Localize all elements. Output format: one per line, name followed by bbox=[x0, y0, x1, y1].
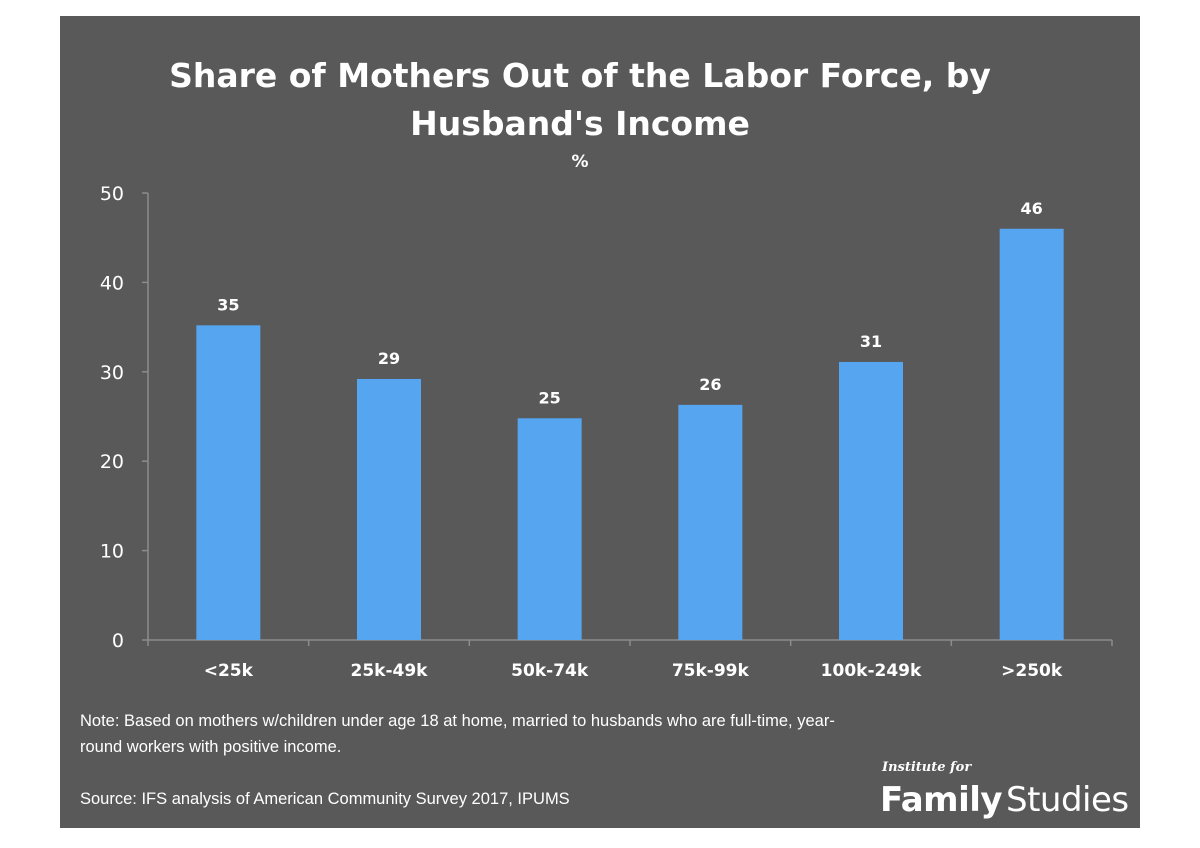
y-tick-label: 50 bbox=[100, 183, 124, 205]
chart-title-line1: Share of Mothers Out of the Labor Force,… bbox=[169, 56, 991, 95]
x-category-label: 100k-249k bbox=[821, 661, 922, 681]
bar-5 bbox=[999, 228, 1064, 640]
y-tick-label: 10 bbox=[100, 541, 124, 563]
data-label: 35 bbox=[217, 295, 239, 314]
chart-title-line2: Husband's Income bbox=[410, 104, 750, 143]
bar-1 bbox=[357, 378, 421, 640]
y-axis-unit-label: % bbox=[571, 152, 589, 172]
x-category-label: 75k-99k bbox=[672, 661, 750, 681]
y-tick-label: 30 bbox=[100, 362, 124, 384]
x-category-label: 25k-49k bbox=[351, 661, 429, 681]
logo-studies-text: Studies bbox=[1006, 780, 1129, 820]
logo-small-text: Institute for bbox=[882, 760, 972, 775]
x-category-label: >250k bbox=[1001, 661, 1063, 681]
institute-for-family-studies-logo: Institute for Family Studies bbox=[880, 760, 1140, 828]
data-label: 29 bbox=[378, 349, 400, 368]
data-label: 31 bbox=[860, 332, 882, 351]
chart-note: Note: Based on mothers w/children under … bbox=[80, 712, 835, 756]
bar-4 bbox=[839, 361, 903, 640]
y-tick-label: 40 bbox=[100, 272, 124, 294]
y-tick-label: 0 bbox=[112, 630, 124, 652]
data-label: 25 bbox=[539, 388, 561, 407]
y-tick-label: 20 bbox=[100, 451, 124, 473]
chart-source: Source: IFS analysis of American Communi… bbox=[80, 790, 570, 808]
data-label: 26 bbox=[699, 375, 721, 394]
chart-title: Share of Mothers Out of the Labor Force,… bbox=[60, 52, 1100, 148]
x-category-label: <25k bbox=[204, 661, 254, 681]
logo-family-text: Family bbox=[880, 780, 1003, 820]
bar-3 bbox=[678, 404, 743, 640]
bar-2 bbox=[517, 418, 582, 640]
bar-0 bbox=[196, 325, 261, 640]
data-label: 46 bbox=[1021, 199, 1043, 218]
x-category-label: 50k-74k bbox=[511, 661, 589, 681]
